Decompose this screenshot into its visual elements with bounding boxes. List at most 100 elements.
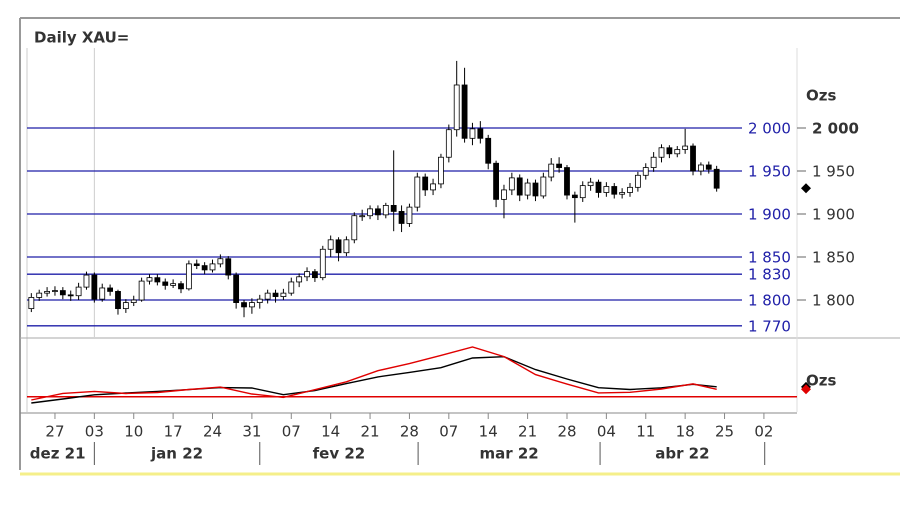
month-label: jan 22 xyxy=(150,445,203,463)
x-tick-label: 03 xyxy=(85,423,104,441)
candle-body xyxy=(713,168,720,189)
candle-body xyxy=(650,156,657,168)
y-tick-label: 1 950 xyxy=(812,162,855,180)
x-tick-label: 02 xyxy=(754,423,773,441)
candle-body xyxy=(540,176,547,197)
x-tick-label: 25 xyxy=(715,423,734,441)
candle-body xyxy=(162,281,169,286)
candle-body xyxy=(359,215,366,218)
candle-body xyxy=(296,276,303,283)
candle-body xyxy=(67,294,74,297)
candle-body xyxy=(461,84,468,139)
candle-body xyxy=(367,208,373,217)
level-label: 1 900 xyxy=(748,206,791,224)
candle-body xyxy=(209,263,216,271)
candle-body xyxy=(178,283,184,290)
candle-body xyxy=(532,182,539,197)
candle-body xyxy=(548,163,555,178)
candle-body xyxy=(248,302,255,308)
candle-body xyxy=(312,271,318,279)
y-tick-label: 1 850 xyxy=(812,249,855,267)
candle-body xyxy=(414,176,421,208)
level-label: 2 000 xyxy=(748,119,791,137)
candle-body xyxy=(485,137,492,164)
candle-body xyxy=(611,186,618,195)
candle-body xyxy=(406,206,413,224)
candle-body xyxy=(508,177,515,191)
indicator-line xyxy=(31,355,717,404)
month-label: fev 22 xyxy=(313,445,366,463)
candle-body xyxy=(241,302,247,308)
x-tick-label: 14 xyxy=(321,423,340,441)
level-label: 1 850 xyxy=(748,249,791,267)
frame xyxy=(20,18,900,473)
candle-body xyxy=(697,164,704,172)
candle-body xyxy=(564,167,570,196)
candle-body xyxy=(634,174,641,188)
x-tick-label: 04 xyxy=(597,423,616,441)
candle-body xyxy=(75,286,82,297)
candle-body xyxy=(556,163,563,168)
x-tick-label: 21 xyxy=(518,423,537,441)
candle-body xyxy=(319,248,326,279)
candle-body xyxy=(225,258,232,276)
level-label: 1 830 xyxy=(748,266,791,284)
candle-body xyxy=(627,186,633,193)
candle-body xyxy=(658,147,665,158)
candle-body xyxy=(107,287,114,292)
candle-body xyxy=(83,274,90,288)
candle-body xyxy=(28,297,35,310)
x-tick-label: 27 xyxy=(45,423,64,441)
month-label: dez 21 xyxy=(30,445,86,463)
y-tick-label: 1 800 xyxy=(812,292,855,310)
candle-body xyxy=(130,299,137,303)
candle-body xyxy=(280,292,287,297)
candle-body xyxy=(217,258,224,265)
level-label: 1 800 xyxy=(748,292,791,310)
x-tick-label: 10 xyxy=(124,423,143,441)
candle-body xyxy=(493,162,499,200)
candle-body xyxy=(343,239,350,254)
x-tick-label: 24 xyxy=(203,423,222,441)
indicator-line xyxy=(31,346,717,401)
y-tick-label: 2 000 xyxy=(812,119,859,137)
candle-body xyxy=(185,263,192,290)
x-tick-label: 07 xyxy=(439,423,458,441)
candle-body xyxy=(390,205,397,212)
candle-body xyxy=(430,183,436,191)
candle-body xyxy=(619,192,626,195)
unit-label: Ozs xyxy=(806,87,836,105)
candle-body xyxy=(335,239,342,254)
candle-body xyxy=(256,298,263,303)
last-price-marker xyxy=(801,183,811,194)
x-tick-label: 28 xyxy=(557,423,576,441)
x-tick-label: 11 xyxy=(636,423,655,441)
x-tick-label: 14 xyxy=(479,423,498,441)
y-tick-label: 1 900 xyxy=(812,206,855,224)
month-label: abr 22 xyxy=(655,445,709,463)
candle-body xyxy=(682,145,689,150)
indicator-marker xyxy=(801,384,811,395)
month-label: mar 22 xyxy=(479,445,538,463)
candle-body xyxy=(524,182,531,196)
candle-body xyxy=(690,145,696,172)
candle-body xyxy=(59,290,66,296)
candle-body xyxy=(516,177,523,196)
candle-body xyxy=(36,292,43,298)
x-tick-label: 17 xyxy=(164,423,183,441)
candle-body xyxy=(398,211,405,224)
candle-body xyxy=(91,274,98,300)
candle-body xyxy=(603,186,610,193)
candle-body xyxy=(382,205,389,216)
x-tick-label: 07 xyxy=(282,423,301,441)
candle-body xyxy=(327,239,334,250)
candle-body xyxy=(422,176,429,191)
candle-body xyxy=(272,292,279,297)
candle-body xyxy=(445,129,452,158)
candle-body xyxy=(642,167,649,176)
candle-body xyxy=(453,84,460,131)
candle-body xyxy=(146,277,153,282)
x-tick-label: 21 xyxy=(361,423,380,441)
